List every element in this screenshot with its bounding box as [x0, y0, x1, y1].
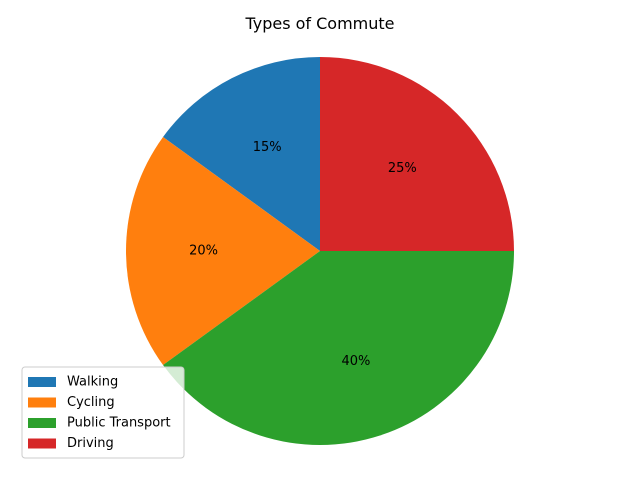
pie-slice-cycling [125, 136, 321, 366]
legend-swatch [28, 397, 56, 408]
slice-value-label: 15% [253, 140, 282, 155]
pie-slice-driving [320, 57, 514, 251]
pie-slices [125, 57, 515, 446]
legend-label: Walking [67, 375, 118, 390]
slice-value-label: 25% [388, 161, 417, 176]
slice-value-label: 20% [189, 244, 218, 259]
legend-label: Public Transport [67, 416, 171, 431]
legend-items: Walking Cycling Public Transport Driving [28, 375, 171, 451]
legend-swatch [28, 418, 56, 428]
pie-value-labels: 15% 20% 40% 25% [189, 140, 417, 369]
slice-value-label: 40% [342, 354, 371, 369]
legend: Walking Cycling Public Transport Driving [21, 366, 185, 459]
legend-frame [21, 366, 185, 459]
pie-slice-public-transport [163, 251, 515, 446]
chart-title: Types of Commute [244, 14, 394, 33]
pie-slice-walking [163, 57, 320, 251]
legend-label: Driving [67, 436, 114, 451]
legend-swatch [28, 438, 56, 449]
legend-swatch [28, 377, 56, 387]
legend-label: Cycling [67, 395, 115, 410]
